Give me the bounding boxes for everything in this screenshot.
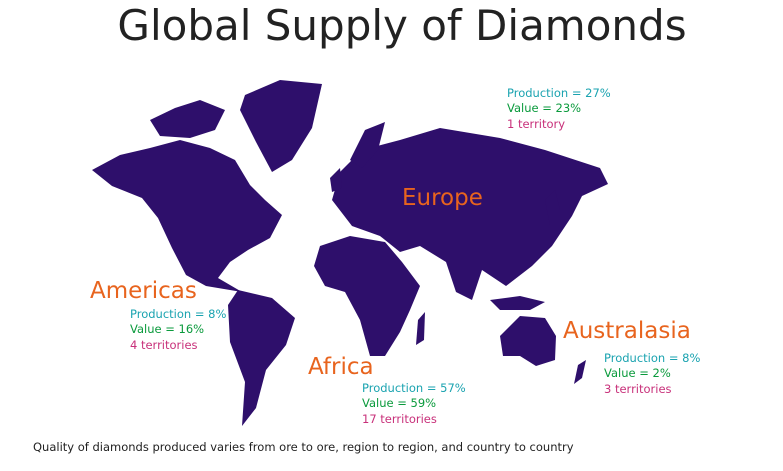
world-map [92, 80, 608, 426]
footer-note: Quality of diamonds produced varies from… [33, 440, 574, 454]
production-share: Production = 8% [130, 307, 226, 321]
production-share: Production = 27% [507, 86, 611, 100]
territory-count: 17 territories [362, 412, 437, 426]
production-share: Production = 57% [362, 381, 466, 395]
region-label: Europe [402, 185, 483, 211]
title: Global Supply of Diamonds [117, 1, 686, 50]
value-share: Value = 23% [507, 101, 581, 115]
value-share: Value = 16% [130, 322, 204, 336]
region-label: Africa [308, 354, 374, 380]
value-share: Value = 2% [604, 366, 671, 380]
production-share: Production = 8% [604, 351, 700, 365]
territory-count: 1 territory [507, 117, 565, 131]
territory-count: 3 territories [604, 382, 672, 396]
region-label: Australasia [563, 318, 691, 344]
region-label: Americas [90, 278, 197, 304]
territory-count: 4 territories [130, 338, 198, 352]
value-share: Value = 59% [362, 396, 436, 410]
